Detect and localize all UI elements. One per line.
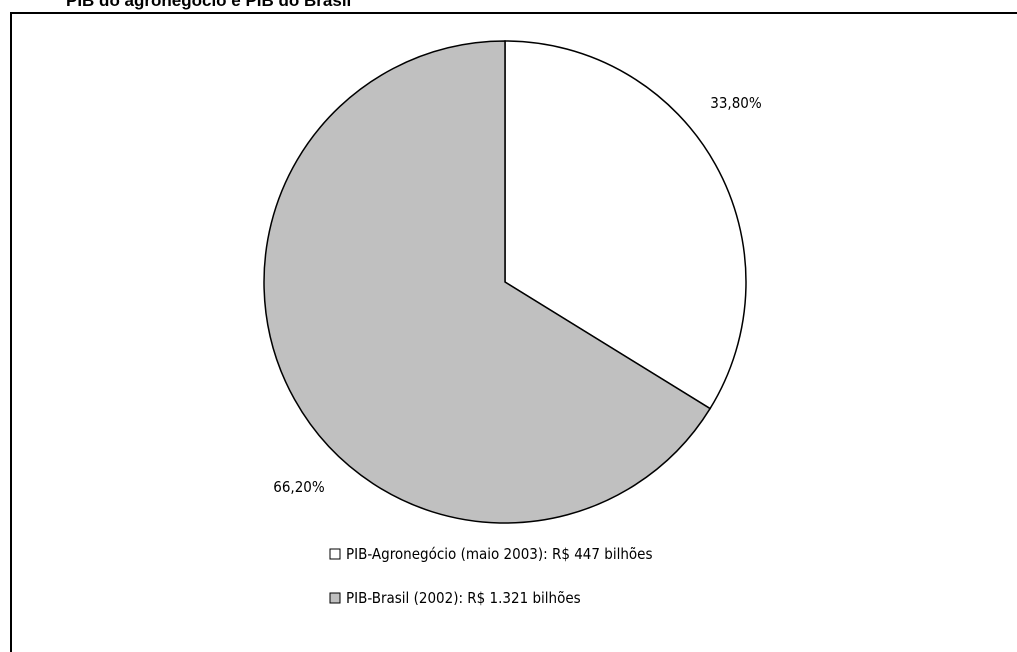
- legend-label-2: PIB-Brasil (2002): R$ 1.321 bilhões: [346, 589, 581, 607]
- chart-frame: [10, 12, 1017, 652]
- pie-slices: [263, 40, 747, 524]
- legend-label-1: PIB-Agronegócio (maio 2003): R$ 447 bilh…: [346, 545, 652, 563]
- pie-slice-1: [504, 40, 747, 410]
- pie-slice-2: [263, 40, 712, 524]
- slice-label-2: 66,20%: [273, 478, 325, 496]
- slice-labels: 33,80% 66,20%: [273, 94, 762, 496]
- slice-label-1: 33,80%: [710, 94, 762, 112]
- legend-swatch-1: [329, 548, 341, 560]
- pie-chart: 33,80% 66,20% PIB-Agronegócio (maio 2003)…: [263, 40, 762, 607]
- legend-swatch-2: [329, 592, 341, 604]
- chart-title: PIB do agronegócio e PIB do Brasil: [66, 0, 352, 10]
- legend: PIB-Agronegócio (maio 2003): R$ 447 bilh…: [329, 545, 652, 607]
